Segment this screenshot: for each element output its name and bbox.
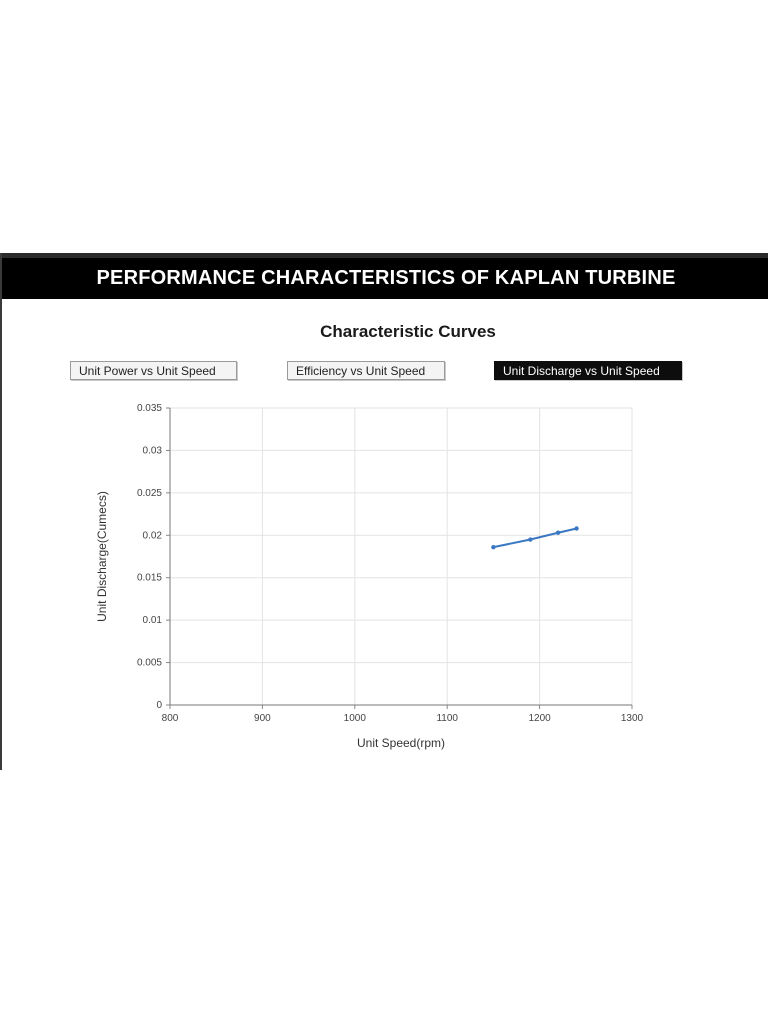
chart-series (491, 526, 579, 550)
y-tick-label: 0.035 (137, 403, 162, 414)
y-tick-label: 0 (156, 700, 162, 711)
chart-panel: PERFORMANCE CHARACTERISTICS OF KAPLAN TU… (0, 253, 768, 770)
y-tick-label: 0.02 (143, 530, 163, 541)
x-tick-label: 1300 (621, 713, 644, 724)
y-tick-label: 0.03 (143, 445, 163, 456)
y-tick-label: 0.015 (137, 573, 162, 584)
data-point (555, 530, 561, 535)
chart-heading: Characteristic Curves (320, 322, 496, 341)
data-point (491, 544, 496, 550)
tab-efficiency[interactable]: Efficiency vs Unit Speed (287, 361, 445, 380)
chart-grid (169, 407, 633, 706)
y-axis-title: Unit Discharge(Cumecs) (95, 491, 109, 622)
y-tick-label: 0.005 (137, 658, 162, 669)
data-point (574, 526, 579, 531)
unit-discharge-chart: 800 900 1000 1100 1200 1300 0 0.005 0.01 0.015 0.0… (95, 403, 644, 750)
tab-unit-power[interactable]: Unit Power vs Unit Speed (70, 361, 237, 380)
y-tick-label: 0.025 (137, 488, 162, 499)
data-point (528, 537, 533, 542)
x-tick-label: 900 (254, 713, 271, 724)
tab-unit-discharge[interactable]: Unit Discharge vs Unit Speed (494, 361, 682, 380)
x-tick-label: 1200 (528, 713, 551, 724)
page-title: PERFORMANCE CHARACTERISTICS OF KAPLAN TU… (2, 253, 768, 299)
x-tick-label: 1100 (436, 713, 458, 724)
x-tick-label: 800 (162, 713, 179, 724)
x-tick-label: 1000 (344, 713, 367, 724)
x-axis-title: Unit Speed(rpm) (357, 736, 445, 750)
series-line (493, 527, 577, 549)
chart-axes: 800 900 1000 1100 1200 1300 0 0.005 0.01 0.015 0.0… (137, 403, 644, 724)
y-tick-label: 0.01 (143, 615, 163, 626)
